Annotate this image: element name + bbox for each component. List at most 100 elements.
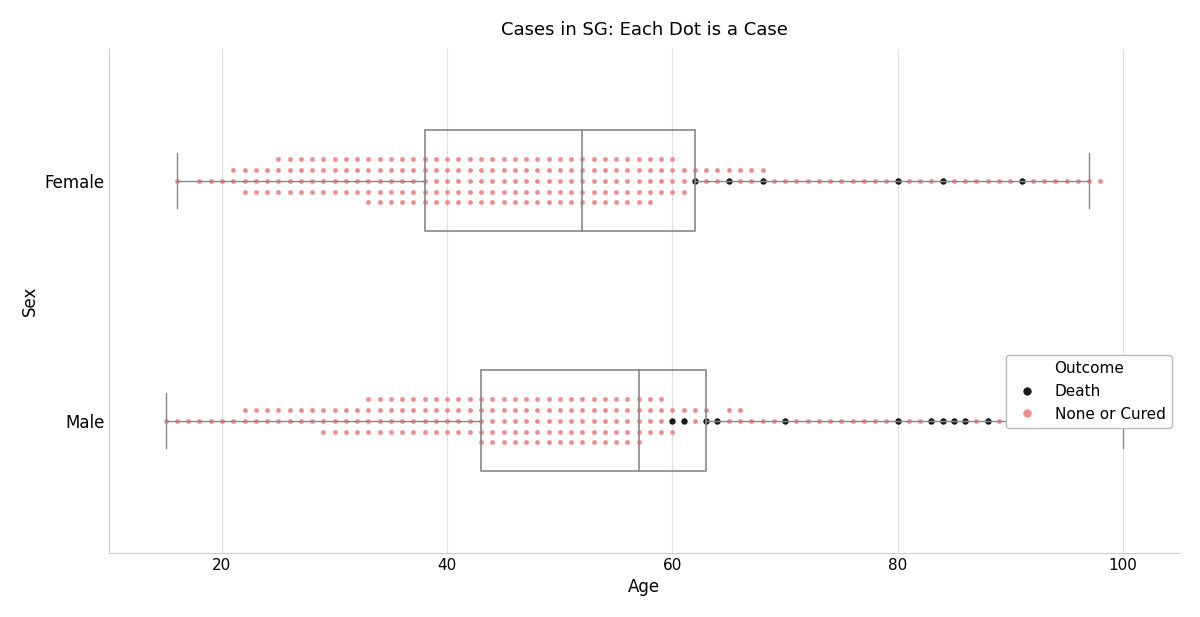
Point — [336, 165, 355, 175]
Point — [562, 176, 581, 186]
Point — [460, 176, 479, 186]
Point — [292, 165, 311, 175]
Point — [911, 176, 930, 186]
Point — [246, 186, 265, 196]
Point — [494, 437, 514, 447]
Point — [629, 416, 648, 426]
Point — [494, 405, 514, 415]
Point — [572, 197, 592, 207]
Point — [922, 416, 941, 426]
Point — [584, 426, 604, 436]
Point — [595, 154, 614, 164]
Point — [922, 416, 941, 426]
Point — [955, 416, 974, 426]
Point — [854, 176, 874, 186]
Point — [944, 416, 964, 426]
Point — [460, 165, 479, 175]
Point — [382, 394, 401, 404]
Point — [629, 197, 648, 207]
Point — [551, 154, 570, 164]
Point — [258, 176, 277, 186]
Point — [505, 176, 524, 186]
Point — [482, 176, 502, 186]
Point — [246, 165, 265, 175]
Point — [584, 197, 604, 207]
Point — [618, 186, 637, 196]
Point — [382, 186, 401, 196]
Y-axis label: Sex: Sex — [20, 286, 38, 316]
Point — [652, 416, 671, 426]
Point — [472, 165, 491, 175]
Point — [572, 394, 592, 404]
Point — [235, 186, 254, 196]
Point — [877, 176, 896, 186]
Point — [280, 186, 299, 196]
Point — [697, 416, 716, 426]
Point — [662, 416, 682, 426]
Point — [528, 437, 547, 447]
Point — [336, 426, 355, 436]
Point — [359, 394, 378, 404]
Point — [1091, 416, 1110, 426]
Point — [1080, 176, 1099, 186]
Point — [528, 186, 547, 196]
Point — [269, 176, 288, 186]
Point — [562, 416, 581, 426]
Point — [370, 394, 389, 404]
Point — [708, 176, 727, 186]
Point — [516, 394, 535, 404]
X-axis label: Age: Age — [629, 578, 660, 596]
Point — [415, 197, 434, 207]
Point — [572, 176, 592, 186]
Point — [674, 405, 694, 415]
Point — [562, 426, 581, 436]
Point — [629, 405, 648, 415]
Point — [562, 394, 581, 404]
Point — [292, 416, 311, 426]
Point — [528, 165, 547, 175]
Point — [472, 176, 491, 186]
Point — [1068, 176, 1087, 186]
Point — [382, 197, 401, 207]
Point — [562, 437, 581, 447]
Point — [325, 426, 344, 436]
Point — [719, 165, 738, 175]
Point — [595, 405, 614, 415]
Point — [348, 405, 367, 415]
Point — [482, 165, 502, 175]
Point — [167, 176, 186, 186]
Point — [606, 416, 625, 426]
Point — [1045, 416, 1064, 426]
Point — [482, 426, 502, 436]
Point — [292, 405, 311, 415]
Point — [415, 426, 434, 436]
Point — [899, 416, 918, 426]
Point — [731, 405, 750, 415]
Point — [438, 186, 457, 196]
Point — [685, 176, 704, 186]
Point — [944, 416, 964, 426]
Point — [223, 416, 242, 426]
Point — [1024, 176, 1043, 186]
Point — [629, 186, 648, 196]
Point — [494, 426, 514, 436]
Point — [370, 426, 389, 436]
Point — [392, 426, 412, 436]
Point — [280, 416, 299, 426]
Point — [269, 416, 288, 426]
Point — [752, 176, 772, 186]
Point — [449, 405, 468, 415]
Point — [572, 154, 592, 164]
Point — [460, 426, 479, 436]
Point — [382, 416, 401, 426]
Point — [1001, 176, 1020, 186]
Point — [641, 176, 660, 186]
Point — [674, 416, 694, 426]
Point — [832, 176, 851, 186]
Point — [313, 426, 332, 436]
Point — [438, 394, 457, 404]
Point — [539, 154, 558, 164]
Point — [978, 416, 997, 426]
Point — [562, 197, 581, 207]
Point — [426, 426, 445, 436]
